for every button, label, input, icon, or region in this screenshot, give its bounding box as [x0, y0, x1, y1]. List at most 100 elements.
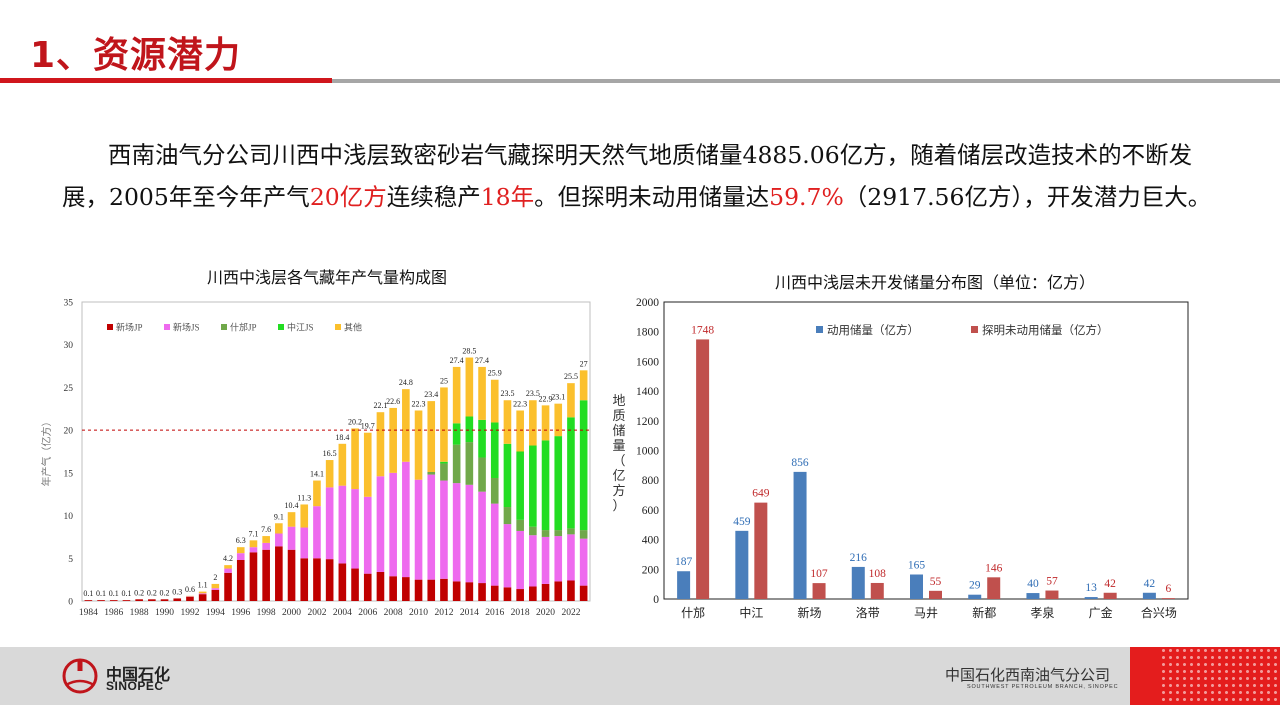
bar-segment	[186, 596, 194, 601]
total-label: 22.6	[386, 397, 400, 406]
total-label: 0.2	[160, 588, 170, 597]
bar	[1142, 592, 1156, 599]
x-tick-label: 洛带	[856, 605, 880, 620]
bar-segment	[452, 483, 461, 582]
legend-swatch	[221, 324, 227, 330]
total-label: 19.7	[361, 422, 375, 431]
x-tick-label: 2008	[384, 608, 403, 618]
bar-segment	[287, 549, 296, 601]
bar-segment	[414, 479, 423, 580]
total-label: 22.9	[539, 394, 553, 403]
bar	[754, 502, 768, 599]
bar-segment	[325, 487, 334, 560]
bar-segment	[338, 443, 347, 486]
total-label: 27.4	[475, 356, 489, 365]
bar-segment	[503, 524, 512, 588]
bar-segment	[363, 432, 372, 497]
bar-segment	[84, 600, 93, 601]
x-tick-label: 1986	[104, 608, 123, 618]
bar-segment	[440, 480, 448, 579]
data-label: 146	[985, 562, 1003, 574]
bar-segment	[198, 594, 207, 601]
total-label: 23.5	[526, 389, 540, 398]
bar-segment	[579, 585, 588, 601]
data-label: 1748	[691, 324, 714, 336]
data-label: 6	[1166, 583, 1172, 595]
bar-segment	[262, 542, 270, 550]
data-label: 42	[1144, 578, 1156, 590]
total-label: 24.8	[399, 378, 413, 387]
title-rule-gray	[0, 79, 1280, 83]
bar	[1103, 592, 1117, 599]
intro-text: 。但探明未动用储量达	[534, 183, 770, 211]
legend-swatch	[971, 326, 978, 333]
y-tick-label: 15	[64, 469, 74, 479]
bar-segment	[579, 400, 588, 531]
legend-swatch	[164, 324, 170, 330]
total-label: 0.1	[96, 589, 106, 598]
data-label: 649	[752, 488, 770, 500]
bar-segment	[275, 546, 283, 601]
x-tick-label: 2000	[282, 608, 301, 618]
intro-text: 亿方，随着储层改造技术的不断发展，	[62, 141, 1193, 211]
data-label: 40	[1027, 578, 1039, 590]
x-tick-label: 2012	[434, 608, 453, 618]
total-label: 23.5	[500, 389, 514, 398]
bar-segment	[351, 568, 359, 601]
bar-segment	[427, 401, 436, 473]
intro-highlight: 18年	[480, 183, 535, 211]
bar-segment	[503, 587, 512, 601]
y-tick-label: 5	[68, 555, 73, 565]
bar-segment	[567, 417, 575, 529]
total-label: 10.4	[285, 501, 299, 510]
company-name-en: SOUTHWEST PETROLEUM BRANCH, SINOPEC	[967, 684, 1119, 690]
undeveloped-reserves-chart: 川西中浅层未开发储量分布图（单位：亿方） 0 200 400 600 800 1000 120…	[612, 274, 1189, 620]
bar-segment	[313, 558, 321, 601]
bar	[1161, 598, 1175, 599]
total-label: 11.3	[297, 493, 311, 502]
y-tick-label: 25	[64, 384, 74, 394]
total-label: 7.1	[248, 529, 258, 538]
bar-segment	[275, 533, 283, 547]
bar-segment	[300, 504, 309, 528]
x-tick-label: 2002	[307, 608, 326, 618]
total-label: 0.6	[185, 585, 195, 594]
footer-decoration	[1130, 647, 1280, 705]
bar-segment	[363, 496, 372, 574]
bar-segment	[236, 553, 245, 560]
bar-segment	[516, 451, 524, 520]
bar-segment	[249, 547, 258, 553]
bar-segment	[465, 484, 474, 583]
bar-segment	[529, 586, 537, 601]
total-label: 18.4	[335, 433, 349, 442]
y-tick-label: 1200	[636, 416, 659, 428]
chart-title: 川西中浅层未开发储量分布图（单位：亿方）	[775, 274, 1095, 292]
total-label: 25.9	[488, 369, 502, 378]
total-label: 0.2	[147, 588, 157, 597]
intro-text: 西南油气分公司川西中浅层致密砂岩气藏探明天然气地质储量	[108, 141, 743, 169]
x-tick-label: 1996	[231, 608, 250, 618]
bar-segment	[376, 476, 385, 572]
x-tick-label: 1990	[155, 608, 174, 618]
bar	[696, 339, 710, 599]
total-label: 14.1	[310, 470, 324, 479]
bar	[735, 530, 749, 599]
total-label: 2	[213, 573, 217, 582]
bar-segment	[541, 405, 550, 441]
intro-number: 4885.06	[742, 141, 840, 169]
company-name-cn: 中国石化西南油气分公司	[945, 666, 1111, 684]
bar-segment	[440, 387, 448, 462]
plot-frame	[663, 301, 1189, 600]
bar-segment	[554, 536, 563, 582]
bar-segment	[122, 600, 131, 601]
total-label: 7.6	[261, 525, 271, 534]
intro-text: 亿方），开发潜力巨大。	[964, 183, 1212, 211]
bar-segment	[554, 436, 563, 531]
y-tick-label: 200	[642, 564, 660, 576]
bar	[968, 594, 982, 599]
data-label: 165	[908, 559, 926, 571]
bar	[929, 590, 942, 599]
x-tick-label: 2004	[333, 608, 352, 618]
bar-segment	[567, 580, 575, 601]
data-label: 107	[810, 568, 828, 580]
